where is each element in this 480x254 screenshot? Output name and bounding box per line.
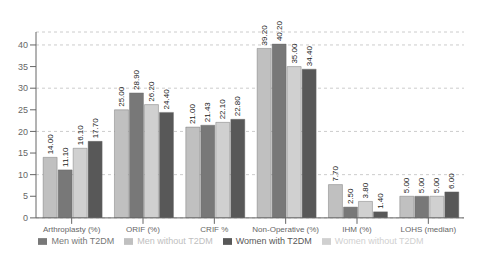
svg-text:14.00: 14.00 — [46, 134, 55, 155]
svg-text:11.10: 11.10 — [61, 147, 70, 167]
svg-text:3.80: 3.80 — [361, 182, 370, 198]
svg-text:LOHS (median): LOHS (median) — [401, 225, 457, 234]
svg-text:21.43: 21.43 — [203, 102, 212, 123]
svg-text:5.00: 5.00 — [402, 177, 411, 193]
svg-text:17.70: 17.70 — [91, 118, 100, 139]
html-text:Men without T2DM: Men without T2DM — [137, 235, 213, 246]
svg-text:34.40: 34.40 — [305, 46, 314, 67]
svg-text:25: 25 — [18, 105, 28, 115]
svg-text:21.00: 21.00 — [188, 104, 197, 125]
html-text:Women with T2DM: Women with T2DM — [235, 235, 312, 246]
svg-text:IHM (%): IHM (%) — [342, 225, 372, 234]
svg-text:6.00: 6.00 — [447, 173, 456, 189]
svg-text:16.10: 16.10 — [76, 125, 85, 146]
svg-text:39.20: 39.20 — [260, 25, 269, 46]
svg-text:5.00: 5.00 — [432, 177, 441, 193]
svg-text:2.50: 2.50 — [346, 188, 355, 204]
svg-text:Arthroplasty (%): Arthroplasty (%) — [43, 225, 101, 234]
svg-text:ORIF (%): ORIF (%) — [126, 225, 160, 234]
svg-text:28.90: 28.90 — [132, 69, 141, 90]
svg-text:35.00: 35.00 — [290, 43, 299, 64]
svg-text:5.00: 5.00 — [417, 177, 426, 193]
svg-text:30: 30 — [18, 83, 28, 93]
svg-text:40: 40 — [18, 40, 28, 50]
svg-text:10: 10 — [18, 170, 28, 180]
svg-text:26.20: 26.20 — [147, 81, 156, 102]
svg-text:24.40: 24.40 — [162, 89, 171, 110]
svg-text:20: 20 — [18, 127, 28, 137]
html-text:Women without T2DM: Women without T2DM — [334, 235, 424, 246]
svg-text:1.40: 1.40 — [376, 193, 385, 209]
html-text:Men with T2DM: Men with T2DM — [51, 235, 115, 246]
svg-text:40.20: 40.20 — [275, 21, 284, 42]
svg-text:5: 5 — [23, 191, 28, 201]
svg-text:22.80: 22.80 — [233, 96, 242, 117]
svg-text:CRIF %: CRIF % — [200, 225, 228, 234]
svg-text:25.00: 25.00 — [117, 86, 126, 107]
svg-text:22.10: 22.10 — [218, 99, 227, 120]
svg-text:35: 35 — [18, 62, 28, 72]
svg-text:Non-Operative (%): Non-Operative (%) — [252, 225, 319, 234]
svg-text:7.70: 7.70 — [331, 165, 340, 181]
svg-text:0: 0 — [23, 213, 28, 223]
svg-text:15: 15 — [18, 148, 28, 158]
